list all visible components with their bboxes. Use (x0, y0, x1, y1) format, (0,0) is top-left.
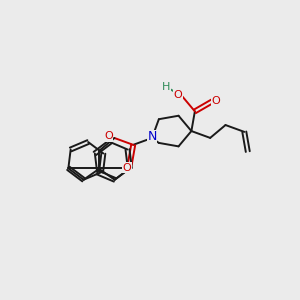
Text: H: H (162, 82, 170, 92)
Text: O: O (104, 131, 113, 141)
Text: N: N (147, 130, 157, 143)
Text: O: O (122, 163, 131, 172)
Text: O: O (174, 90, 182, 100)
Text: O: O (212, 96, 220, 106)
